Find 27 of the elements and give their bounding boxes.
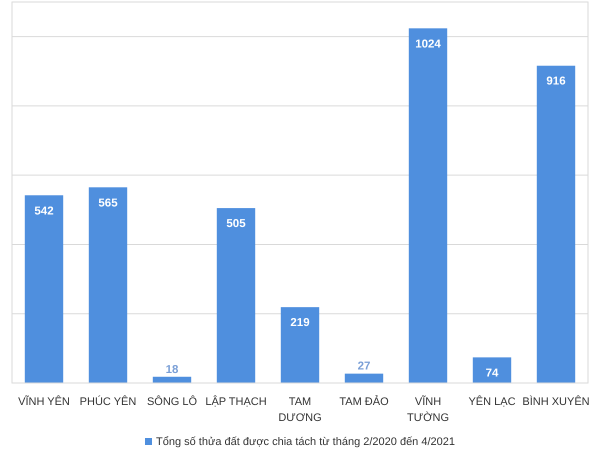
x-tick-label: TAM DƯƠNG [278,396,322,424]
x-tick-label: PHÚC YÊN [80,395,136,408]
bar [472,357,512,383]
bar [216,208,256,383]
x-tick-label: SÔNG LÔ [146,395,198,408]
bar [24,195,64,383]
x-tick-label: BÌNH XUYÊN [522,395,590,408]
bar [408,28,448,383]
x-tick-label: YÊN LẠC [468,395,516,408]
legend-label: Tổng số thửa đất được chia tách từ tháng 2/2020 đến 4/2021 [156,436,456,448]
data-label: 916 [546,76,566,88]
data-label: 74 [486,367,499,380]
data-label: 27 [358,360,370,373]
data-label: 505 [226,218,246,230]
bar [88,187,128,383]
bar [280,307,320,383]
x-tick-label: LẬP THẠCH [205,395,267,408]
x-tick-label: VĨNH YÊN [18,395,70,408]
data-label: 542 [34,205,54,218]
bar [344,374,384,383]
data-label: 18 [166,364,179,376]
bar [536,66,576,383]
data-label: 1024 [415,38,442,50]
x-tick-label: VĨNH TƯỜNG [406,395,450,424]
x-tick-label: TAM ĐẢO [339,395,390,408]
data-label: 219 [290,317,310,330]
data-label: 565 [98,197,118,210]
